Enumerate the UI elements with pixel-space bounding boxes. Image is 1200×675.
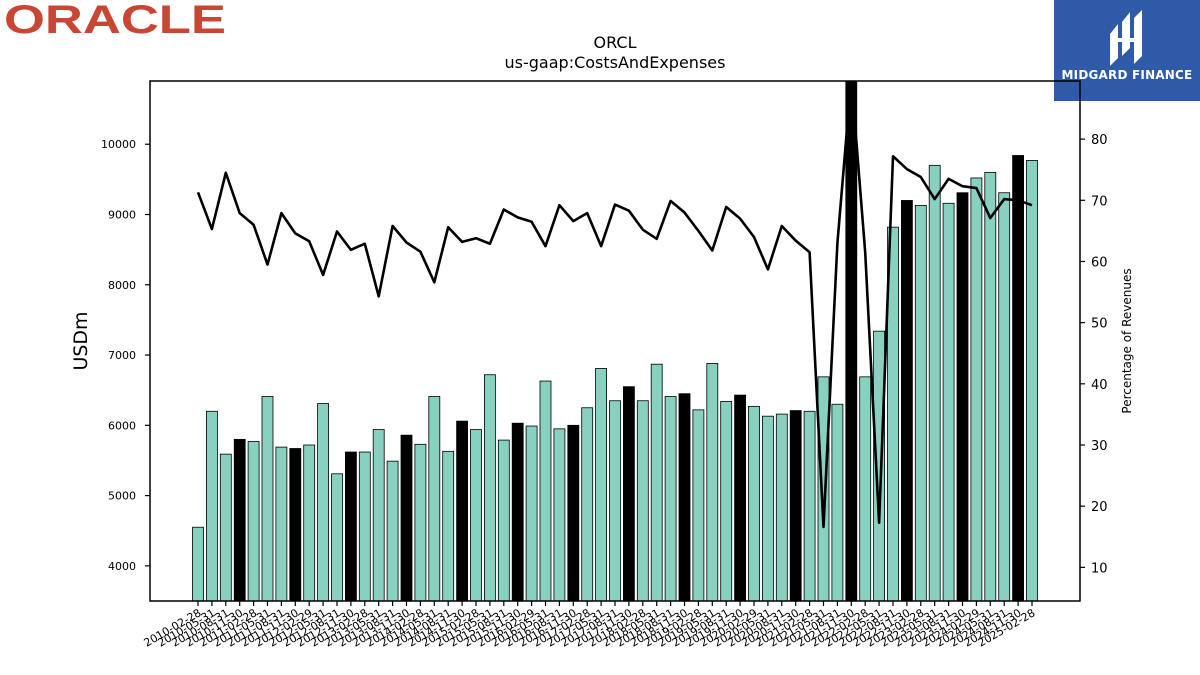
bar-2023-11-30 — [956, 192, 969, 602]
midgard-logo-text: MIDGARD FINANCE — [1061, 68, 1193, 82]
bar-2011-08-31 — [275, 446, 288, 602]
bar-2024-05-31 — [984, 171, 997, 602]
bar-2021-02-28 — [803, 410, 816, 602]
y2-tick-label: 10 — [1091, 561, 1108, 576]
chart-subtitle: us-gaap:CostsAndExpenses — [504, 53, 726, 72]
bar-2011-02-28 — [247, 441, 260, 602]
bar-2010-05-31 — [205, 410, 218, 602]
bar-2014-02-28 — [414, 443, 427, 602]
y2-tick-label: 60 — [1091, 255, 1108, 270]
x-axis: 2010-02-282010-05-312010-08-312010-11-30… — [142, 601, 1038, 650]
bar-2016-02-29 — [525, 425, 538, 602]
bar-2016-11-30 — [567, 424, 580, 602]
bar-2015-11-30 — [511, 422, 524, 602]
y-tick-label: 10000 — [101, 138, 136, 151]
y2-axis-label: Percentage of Revenues — [1120, 268, 1134, 413]
oracle-logo-text: ORACLE — [4, 2, 226, 36]
y-tick-label: 4000 — [108, 560, 136, 573]
bar-2013-02-28 — [358, 451, 371, 602]
bar-2020-11-30 — [789, 410, 802, 602]
bar-2021-05-31 — [817, 376, 830, 602]
bar-2013-08-31 — [386, 460, 399, 602]
bar-2020-05-31 — [762, 415, 774, 602]
bar-2012-11-30 — [344, 451, 357, 602]
y2-tick-label: 50 — [1091, 317, 1108, 332]
bar-2010-11-30 — [233, 438, 246, 602]
bar-2019-08-31 — [720, 401, 733, 602]
y-tick-label: 5000 — [108, 490, 136, 503]
bar-2020-02-29 — [748, 405, 760, 602]
bar-2023-05-31 — [928, 164, 941, 602]
right-axis: 10 20 30 40 50 60 70 80 — [1080, 133, 1108, 576]
bar-2014-05-31 — [428, 396, 441, 602]
bar-2010-02-28 — [192, 526, 204, 602]
bar-2019-05-31 — [706, 363, 719, 602]
y-axis-label: USDm — [70, 311, 92, 370]
bar-2011-05-31 — [261, 396, 274, 602]
line-layer — [196, 81, 1033, 529]
y-tick-label: 7000 — [108, 349, 136, 362]
midgard-mark-icon — [1110, 10, 1142, 66]
bar-2017-11-30 — [623, 386, 635, 602]
bar-2021-11-30 — [845, 80, 858, 602]
bar-2019-11-30 — [734, 394, 746, 602]
bar-2014-08-31 — [442, 450, 455, 602]
y2-tick-label: 70 — [1091, 194, 1108, 209]
y-tick-label: 9000 — [108, 209, 136, 222]
bar-2022-02-28 — [859, 376, 872, 602]
bar-2025-02-28 — [1026, 160, 1038, 602]
bar-2012-08-31 — [331, 473, 343, 602]
bar-2019-02-28 — [692, 409, 705, 602]
bar-2021-08-31 — [831, 403, 844, 602]
bar-2023-08-31 — [942, 202, 955, 602]
bar-2011-11-30 — [289, 448, 302, 602]
bar-2010-08-31 — [219, 453, 232, 602]
bar-2023-02-28 — [914, 204, 927, 602]
bar-2012-02-29 — [303, 444, 316, 602]
y-tick-label: 8000 — [108, 279, 136, 292]
bar-2013-05-31 — [372, 429, 385, 602]
bar-2015-02-28 — [470, 429, 482, 602]
bar-2012-05-31 — [317, 403, 330, 602]
bar-2015-05-31 — [483, 374, 496, 602]
left-axis: 4000 5000 6000 7000 8000 9000 10000 — [101, 138, 150, 573]
bar-2018-08-31 — [664, 396, 677, 602]
bar-2024-02-29 — [970, 177, 983, 602]
bar-2018-05-31 — [650, 363, 663, 602]
midgard-finance-logo: MIDGARD FINANCE — [1054, 0, 1200, 101]
bar-2016-08-31 — [553, 428, 566, 602]
bars-layer — [192, 80, 1038, 602]
percentage-of-revenues-line — [196, 81, 1033, 529]
y2-tick-label: 40 — [1091, 378, 1108, 393]
y2-tick-label: 20 — [1091, 500, 1108, 515]
bar-2016-05-31 — [539, 380, 552, 602]
bar-2024-08-31 — [998, 192, 1011, 602]
bar-2017-08-31 — [609, 400, 621, 602]
bar-2018-11-30 — [678, 393, 691, 602]
y2-tick-label: 30 — [1091, 439, 1108, 454]
bar-2018-02-28 — [636, 400, 649, 602]
bar-2024-11-30 — [1012, 155, 1024, 602]
bar-2020-08-31 — [775, 413, 788, 602]
bar-2013-11-30 — [400, 434, 413, 602]
bar-2022-11-30 — [901, 200, 913, 602]
y2-tick-label: 80 — [1091, 133, 1108, 148]
bar-2017-02-28 — [581, 407, 594, 602]
chart-title: ORCL — [593, 33, 637, 52]
bar-2015-08-31 — [497, 439, 510, 602]
y-tick-label: 6000 — [108, 419, 136, 432]
bar-2014-11-30 — [456, 420, 469, 602]
oracle-logo: ORACLE — [4, 2, 226, 36]
bar-2017-05-31 — [595, 368, 607, 602]
